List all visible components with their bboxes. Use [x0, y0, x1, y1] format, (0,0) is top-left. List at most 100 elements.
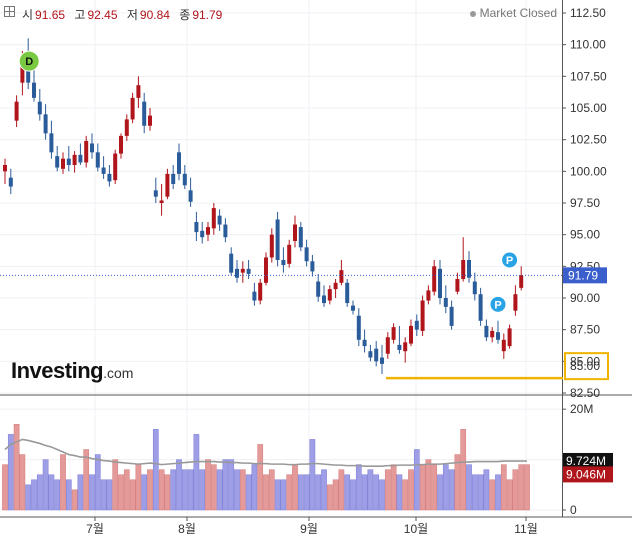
- volume-bar: [442, 464, 449, 511]
- volume-bar: [413, 449, 420, 511]
- volume-bar: [118, 474, 124, 511]
- candle-body: [461, 260, 466, 279]
- candle-body: [136, 85, 141, 98]
- candle-body: [101, 167, 106, 174]
- candle-body: [84, 140, 89, 163]
- brand-suffix: .com: [103, 365, 134, 381]
- close-value: 91.79: [192, 8, 223, 22]
- volume-bar: [408, 469, 414, 511]
- price-tick-label: 90.00: [570, 291, 600, 305]
- volume-bar: [210, 464, 217, 511]
- volume-bar: [437, 474, 443, 511]
- volume-bar: [379, 479, 385, 511]
- candle-body: [235, 268, 239, 278]
- volume-bar: [187, 469, 194, 511]
- candle-body: [356, 315, 361, 340]
- candle-body: [246, 268, 251, 274]
- highlight-box-label: 85.00: [570, 359, 600, 373]
- candle-body: [519, 275, 524, 288]
- candle-body: [264, 257, 268, 283]
- volume-bar: [65, 479, 72, 511]
- event-marker: [501, 251, 519, 269]
- volume-bar: [297, 474, 304, 511]
- volume-bar: [292, 464, 298, 511]
- volume-bar: [326, 484, 333, 511]
- candle-body: [496, 332, 500, 340]
- volume-bar: [425, 459, 432, 511]
- volume-bar: [71, 489, 78, 511]
- volume-last-tag: [563, 466, 613, 483]
- price-tick-label: 110.00: [570, 38, 606, 52]
- volume-bar: [54, 479, 61, 511]
- volume-bar: [216, 469, 223, 511]
- price-tick-label: 102.50: [570, 133, 607, 147]
- volume-bar: [373, 474, 380, 511]
- volume-bar: [500, 464, 507, 511]
- candle-body: [113, 153, 118, 181]
- event-marker-label: D: [25, 56, 33, 68]
- candle-body: [298, 227, 303, 248]
- candle-body: [95, 152, 100, 168]
- candle-body: [165, 173, 170, 197]
- candle-body: [455, 279, 460, 292]
- candle-body: [206, 227, 210, 235]
- volume-bar: [315, 474, 322, 511]
- highlight-box: [564, 352, 609, 381]
- volume-bar: [83, 449, 90, 511]
- price-tick-label: 85.00: [570, 354, 600, 368]
- volume-bar: [466, 464, 472, 511]
- time-tick-label: 9월: [300, 522, 318, 536]
- candle-body: [32, 82, 36, 98]
- volume-bar: [100, 479, 107, 511]
- candle-body: [513, 294, 518, 311]
- volume-bar: [106, 479, 113, 511]
- volume-bar: [367, 469, 374, 511]
- candle-body: [397, 344, 402, 350]
- candle-body: [55, 156, 60, 168]
- candle-body: [426, 290, 431, 301]
- volume-bar: [471, 474, 478, 511]
- volume-bar: [123, 469, 130, 511]
- candle-body: [484, 325, 489, 338]
- candle-body: [20, 63, 25, 83]
- candle-body: [409, 325, 413, 344]
- candle-body: [269, 234, 274, 258]
- candle-body: [107, 173, 112, 182]
- volume-bar: [402, 479, 409, 511]
- volume-bar: [77, 474, 84, 511]
- volume-bar: [129, 479, 136, 511]
- candle-body: [467, 260, 471, 278]
- candle-body: [443, 298, 448, 307]
- volume-bar: [42, 459, 49, 511]
- volume-bar: [135, 464, 142, 511]
- volume-bar: [268, 469, 275, 511]
- open-value: 91.65: [35, 8, 66, 22]
- volume-bar: [524, 464, 530, 511]
- volume-bar: [506, 479, 513, 511]
- crosshair-icon[interactable]: [4, 6, 15, 17]
- market-status: Market Closed: [469, 6, 557, 20]
- brand-logo: Investing.com: [11, 358, 133, 384]
- volume-bar: [263, 474, 269, 511]
- ohlc-readout: 시 91.65 고 92.45 저 90.84 종 91.79: [22, 6, 228, 23]
- candle-body: [194, 222, 199, 233]
- candle-body: [142, 101, 147, 126]
- volume-bar: [89, 474, 95, 511]
- volume-bar: [170, 469, 177, 511]
- close-label: 종: [179, 8, 191, 22]
- volume-bar: [152, 429, 159, 511]
- volume-bar: [332, 479, 339, 511]
- candle-body: [438, 268, 442, 298]
- candle-body: [414, 320, 419, 330]
- volume-bar: [2, 464, 8, 511]
- candle-body: [293, 224, 297, 241]
- event-marker: [489, 295, 507, 313]
- volume-bar: [454, 454, 461, 511]
- candle-body: [14, 101, 19, 121]
- volume-bar: [280, 479, 287, 511]
- candle-body: [49, 133, 54, 153]
- volume-bar: [495, 474, 501, 511]
- volume-bar: [361, 474, 368, 511]
- candle-body: [304, 247, 309, 262]
- high-label: 고: [74, 8, 86, 22]
